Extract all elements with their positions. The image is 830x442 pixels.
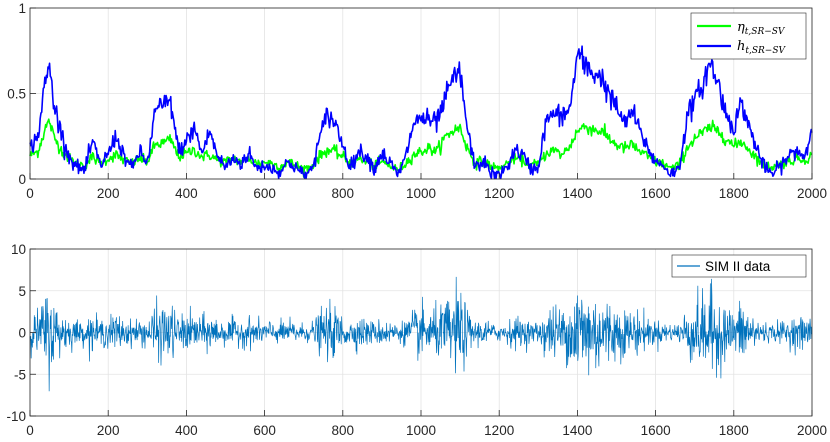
bottom-xtick-label-4: 800 [332,423,355,438]
bottom-series-sim-ii-data-line [29,276,812,392]
bottom-axes: 0 200 400 600 800 1000 1200 1400 1600 1800 2000 -10… [6,242,827,438]
legend-label-h: ht,SR−SV [737,39,787,56]
legend-eta-symbol: η [737,20,745,35]
top-ytick-label-2: 1 [18,1,26,16]
legend-h-symbol: h [737,39,745,54]
top-xtick-label-2: 400 [175,186,198,201]
bottom-xtick-label-2: 400 [175,423,198,438]
bottom-ytick-label-1: -5 [14,367,26,382]
top-axes: 0 200 400 600 800 1000 1200 1400 1600 1800 2000 0 0.… [7,1,827,201]
top-xtick-label-1: 200 [97,186,120,201]
top-xtick-label-6: 1200 [484,186,514,201]
top-xtick-label-7: 1400 [562,186,592,201]
top-xtick-label-8: 1600 [641,186,671,201]
legend-label-sim: SIM II data [705,259,771,274]
top-xtick-label-5: 1000 [406,186,436,201]
bottom-xtick-label-1: 200 [97,423,120,438]
bottom-ytick-label-0: -10 [6,409,26,424]
bottom-xtick-label-8: 1600 [641,423,671,438]
bottom-xtick-label-0: 0 [26,423,34,438]
top-xtick-label-10: 2000 [797,186,827,201]
top-series-group [29,45,813,180]
bottom-ytick-label-3: 5 [18,284,26,299]
bottom-legend-box [671,254,807,278]
bottom-ytick-label-2: 0 [18,326,26,341]
top-xtick-label-3: 600 [253,186,276,201]
top-legend: ηt,SR−SV ht,SR−SV [690,12,807,60]
legend-eta-subscript: t,SR−SV [745,27,786,37]
bottom-xtick-label-9: 1800 [719,423,749,438]
bottom-xtick-label-7: 1400 [562,423,592,438]
top-ticks: 0 200 400 600 800 1000 1200 1400 1600 1800 2000 0 0.… [7,1,827,201]
top-ytick-label-0: 0 [18,172,26,187]
legend-label-eta: ηt,SR−SV [737,20,786,37]
bottom-xtick-label-5: 1000 [406,423,436,438]
bottom-ytick-label-4: 10 [11,242,26,257]
top-xtick-label-4: 800 [332,186,355,201]
bottom-xtick-label-10: 2000 [797,423,827,438]
top-series-h-line [29,45,813,180]
bottom-series-group [29,276,812,392]
bottom-xtick-label-3: 600 [253,423,276,438]
legend-h-subscript: t,SR−SV [745,46,786,56]
bottom-xtick-label-6: 1200 [484,423,514,438]
bottom-ticks: 0 200 400 600 800 1000 1200 1400 1600 1800 2000 -10… [6,242,827,438]
top-xtick-label-0: 0 [26,186,34,201]
top-ytick-label-1: 0.5 [7,87,26,102]
top-xtick-label-9: 1800 [719,186,749,201]
bottom-legend: SIM II data [671,254,807,278]
top-legend-box [690,12,807,60]
